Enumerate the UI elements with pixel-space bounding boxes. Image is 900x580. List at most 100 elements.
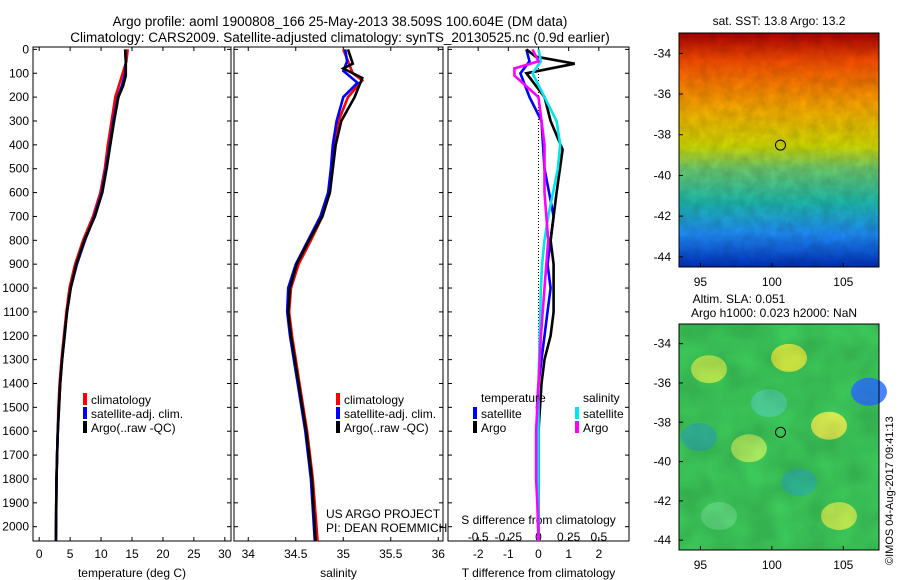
map-frame (678, 323, 880, 551)
x-tick-label: 30 (218, 547, 232, 561)
series-line-salinity-satellite (530, 49, 562, 541)
x-tick-label: 36 (432, 547, 446, 561)
legend-swatch (336, 407, 340, 419)
y-tick-label: -34 (654, 46, 672, 60)
legend-swatch (473, 421, 477, 433)
y-tick-label: -40 (654, 168, 672, 182)
x-tick-label: 25 (187, 547, 201, 561)
x-top-tick-label: -0.5 (468, 530, 489, 544)
legend-swatch (336, 421, 340, 433)
y-tick-label: 1500 (2, 400, 29, 414)
legend-label: satellite-adj. clim. (91, 407, 183, 421)
x-tick-label: 15 (125, 547, 139, 561)
legend-label: satellite-adj. clim. (344, 407, 436, 421)
x-top-tick-label: 0.25 (557, 530, 581, 544)
y-tick-label: 200 (9, 90, 29, 104)
x-axis-label: salinity (320, 566, 357, 580)
y-tick-label: 400 (9, 138, 29, 152)
y-tick-label: 300 (9, 114, 29, 128)
series-line-argorawqc (54, 49, 128, 542)
y-tick-label: 100 (9, 66, 29, 80)
x-tick-label: 35.5 (379, 547, 403, 561)
y-tick-label: 500 (9, 162, 29, 176)
legend-label: satellite (481, 407, 522, 421)
x-tick-label: 0 (535, 547, 542, 561)
x-tick-label: 35 (337, 547, 351, 561)
legend-swatch (473, 407, 477, 419)
y-tick-label: 700 (9, 209, 29, 223)
x-tick-label: -1 (503, 547, 514, 561)
x-top-tick-label: -0.25 (495, 530, 523, 544)
series-line-climatology (287, 48, 365, 542)
legend-heading: salinity (583, 391, 620, 405)
legend-label: climatology (91, 393, 151, 407)
legend-swatch (575, 407, 579, 419)
x-axis-label: T difference from climatology (462, 566, 616, 580)
x-tick-label: 0 (36, 547, 43, 561)
y-tick-label: -44 (654, 250, 672, 264)
x-top-tick-label: 0.5 (590, 530, 607, 544)
y-tick-label: 2000 (2, 520, 29, 534)
legend-swatch (83, 421, 87, 433)
plot-frame (32, 46, 232, 542)
y-tick-label: 1200 (2, 329, 29, 343)
y-tick-label: -40 (654, 455, 672, 469)
legend-label: climatology (344, 393, 404, 407)
plot-frame (233, 46, 444, 542)
legend-swatch (83, 393, 87, 405)
x-tick-label: 34 (242, 547, 256, 561)
y-tick-label: 1000 (2, 281, 29, 295)
y-tick-label: 1100 (3, 305, 29, 319)
profile-location-marker (774, 139, 786, 151)
legend-label: Argo (481, 421, 507, 435)
series-line-climatology (54, 49, 129, 542)
legend-swatch (336, 393, 340, 405)
series-line-satelliteadjclim (285, 49, 360, 542)
map-title: Argo h1000: 0.023 h2000: NaN (691, 306, 857, 320)
panel-annotation: US ARGO PROJECT (326, 507, 441, 521)
y-tick-label: -36 (654, 87, 672, 101)
x-tick-label: 105 (833, 558, 853, 572)
y-tick-label: 600 (9, 186, 29, 200)
y-tick-label: 1300 (2, 353, 29, 367)
x-tick-label: 5 (67, 547, 74, 561)
legend-label: Argo (583, 421, 609, 435)
x-tick-label: 2 (595, 547, 602, 561)
y-tick-label: 1600 (2, 424, 29, 438)
y-tick-label: -42 (654, 494, 672, 508)
legend-swatch (83, 407, 87, 419)
y-tick-label: 1800 (2, 472, 29, 486)
y-tick-label: -44 (654, 533, 672, 547)
y-tick-label: 1400 (2, 376, 29, 390)
legend-label: Argo(..raw -QC) (344, 421, 429, 435)
y-tick-label: 1900 (2, 496, 29, 510)
x-tick-label: 100 (762, 558, 782, 572)
figure-title: Argo profile: aoml 1900808_166 25-May-20… (112, 14, 568, 29)
y-tick-label: -38 (654, 128, 672, 142)
x-tick-label: 105 (833, 275, 853, 289)
y-tick-label: 0 (22, 42, 29, 56)
map-title: sat. SST: 13.8 Argo: 13.2 (713, 14, 846, 28)
y-tick-label: 800 (9, 233, 29, 247)
x-tick-label: 10 (94, 547, 108, 561)
x-tick-label: 1 (565, 547, 572, 561)
x-tick-label: 34.5 (284, 547, 308, 561)
x-tick-label: 95 (694, 558, 708, 572)
map-title: Altim. SLA: 0.051 (693, 292, 786, 306)
figure-subtitle: Climatology: CARS2009. Satellite-adjuste… (70, 30, 610, 45)
x-tick-label: 95 (694, 275, 708, 289)
y-tick-label: 900 (9, 257, 29, 271)
y-tick-label: -38 (654, 415, 672, 429)
y-tick-label: -36 (654, 376, 672, 390)
profile-location-marker (774, 426, 786, 438)
legend-label: satellite (583, 407, 624, 421)
x-tick-label: 20 (156, 547, 170, 561)
legend-heading: temperature (481, 391, 546, 405)
map-frame (678, 32, 880, 268)
x-tick-label: -2 (473, 547, 484, 561)
x-axis-label: temperature (deg C) (78, 566, 186, 580)
series-line-argorawqc (286, 48, 364, 542)
x-tick-label: 100 (762, 275, 782, 289)
y-tick-label: 1700 (2, 448, 29, 462)
